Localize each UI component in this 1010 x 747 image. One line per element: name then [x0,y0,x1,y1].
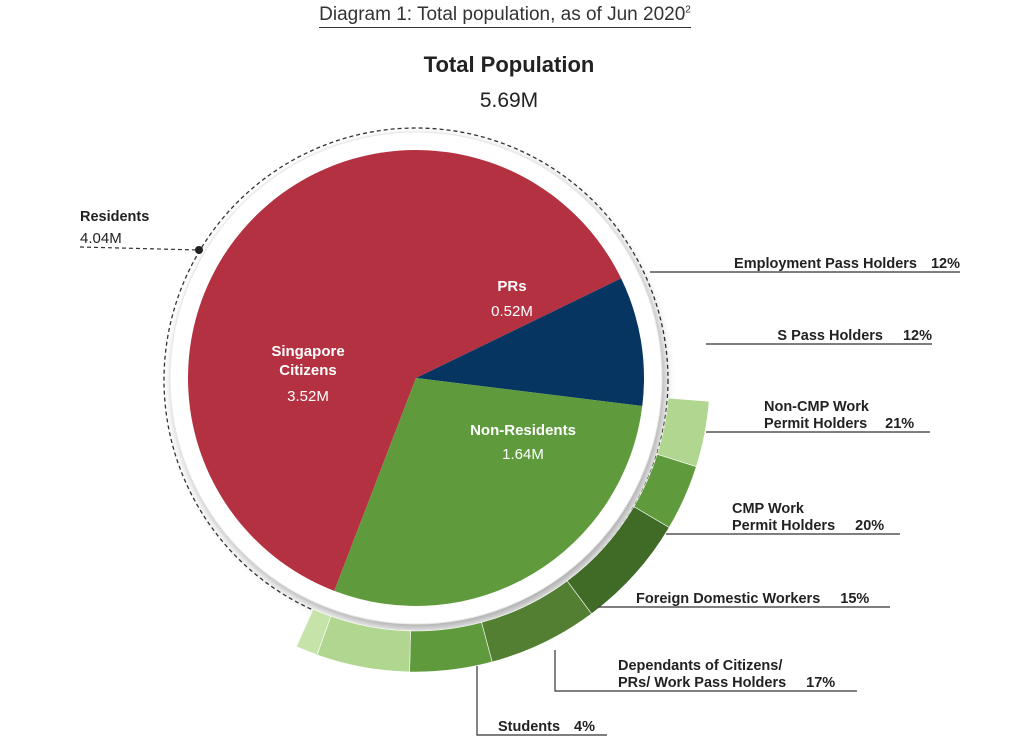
pie-slice-prs [416,278,644,407]
pie-slice-non-residents [334,378,643,607]
label-dependants-line2: PRs/ Work Pass Holders 17% [618,675,835,691]
total-population-title: Total Population [423,52,595,77]
total-population-value: 5.69M [479,89,539,112]
ring-dependants [316,615,411,673]
slice-label-citizens-line2: Citizens [279,362,337,379]
pie-backdrop-rim [169,131,663,625]
non-residents-breakdown-ring [296,397,710,673]
slice-value-citizens: 3.52M [287,388,329,405]
residents-label: Residents [80,209,149,225]
ring-employment-pass [656,397,710,468]
label-dependants-line1: Dependants of Citizens/ [618,658,782,674]
label-non-cmp-pct: 21% [885,416,914,432]
slice-label-non-residents: Non-Residents [470,422,576,439]
label-students-pct: 4% [574,719,595,735]
ring-foreign-domestic-workers [409,622,493,673]
label-employment-pass: Employment Pass Holders 12% [734,256,960,272]
label-non-cmp-line2: Permit Holders 21% [764,416,914,432]
slice-label-prs: PRs [497,278,526,295]
label-employment-pass-pct: 12% [931,256,960,272]
label-s-pass: S Pass Holders 12% [777,328,932,344]
label-fdw: Foreign Domestic Workers 15% [636,591,869,607]
label-non-cmp-line2-name: Permit Holders [764,416,867,432]
leader-students [476,666,607,736]
label-s-pass-pct: 12% [903,328,932,344]
footnote-marker: 2 [685,4,691,16]
label-fdw-pct: 15% [840,591,869,607]
label-students: Students 4% [498,719,595,735]
label-s-pass-name: S Pass Holders [777,328,883,344]
label-employment-pass-name: Employment Pass Holders [734,256,917,272]
label-cmp-line2: Permit Holders 20% [732,518,884,534]
slice-value-prs: 0.52M [491,303,533,320]
slice-value-non-residents: 1.64M [502,446,544,463]
label-dependants-line2-name: PRs/ Work Pass Holders [618,675,786,691]
residents-leader-dot [195,246,203,254]
leader-dependants [554,650,857,692]
ring-students [296,608,332,656]
label-non-cmp-line1: Non-CMP Work [764,399,870,415]
label-students-name: Students [498,719,560,735]
diagram-title-text: Diagram 1: Total population, as of Jun 2… [319,4,686,25]
pie-slice-citizens [188,150,622,591]
main-pie [188,150,644,607]
slice-label-citizens-line1: Singapore [271,343,344,360]
residents-value: 4.04M [80,230,122,247]
diagram-title: Diagram 1: Total population, as of Jun 2… [0,4,1010,28]
residents-leader-line [79,246,200,251]
label-cmp-pct: 20% [855,518,884,534]
label-cmp-line2-name: Permit Holders [732,518,835,534]
label-fdw-name: Foreign Domestic Workers [636,591,820,607]
label-dependants-pct: 17% [806,675,835,691]
label-cmp-line1: CMP Work [732,501,805,517]
